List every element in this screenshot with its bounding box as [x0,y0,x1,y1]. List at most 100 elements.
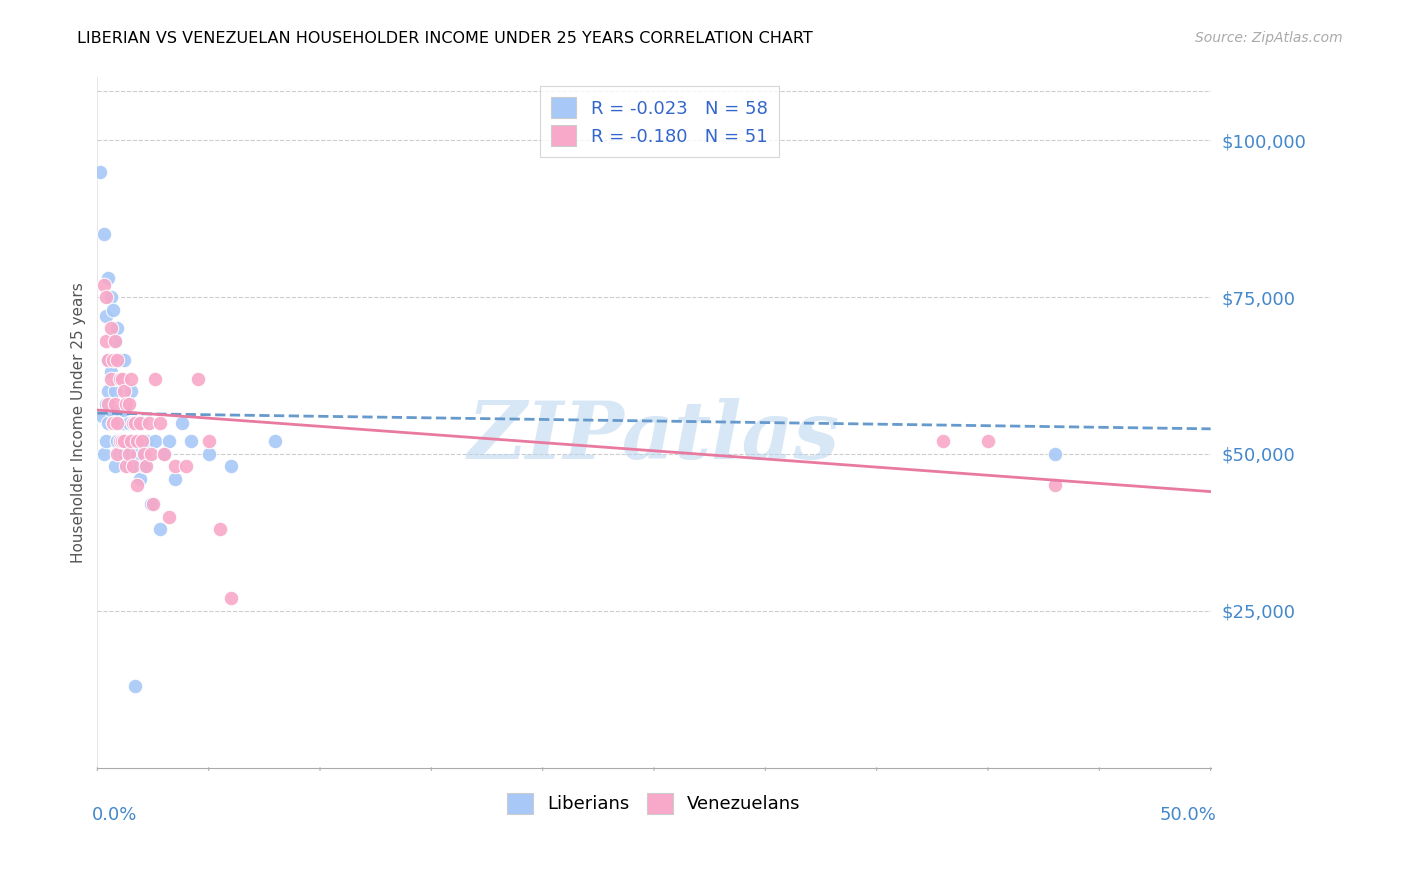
Point [97,352,120,367]
Text: LIBERIAN VS VENEZUELAN HOUSEHOLDER INCOME UNDER 25 YEARS CORRELATION CHART: LIBERIAN VS VENEZUELAN HOUSEHOLDER INCOM… [77,31,813,46]
Point [96,397,118,411]
Point [977,434,1000,449]
Point [139,447,162,461]
Point [187,371,209,385]
Point [108,434,131,449]
Text: ZIPatlas: ZIPatlas [468,398,839,475]
Point [120,434,142,449]
Point [101,352,124,367]
Point [170,416,193,430]
Point [108,403,131,417]
Point [135,459,157,474]
Point [100,321,122,335]
Point [120,371,142,385]
Point [165,472,187,486]
Point [132,447,155,461]
Point [142,497,165,511]
Point [97,397,120,411]
Point [115,459,138,474]
Point [96,290,118,304]
Point [105,321,128,335]
Point [97,416,120,430]
Point [264,434,287,449]
Point [96,434,118,449]
Point [197,447,219,461]
Point [219,591,242,606]
Point [104,334,127,348]
Point [143,434,166,449]
Point [101,416,124,430]
Point [101,416,124,430]
Point [157,434,180,449]
Point [117,447,139,461]
Point [131,416,153,430]
Point [176,459,198,474]
Point [132,459,155,474]
Point [108,352,131,367]
Point [131,434,153,449]
Point [124,679,146,693]
Point [115,397,138,411]
Point [100,290,122,304]
Point [120,384,142,399]
Text: 0.0%: 0.0% [91,805,138,823]
Point [1043,447,1066,461]
Point [111,416,134,430]
Point [180,434,202,449]
Point [117,416,139,430]
Point [93,227,115,242]
Point [97,384,120,399]
Point [127,447,149,461]
Point [128,416,150,430]
Point [219,459,242,474]
Point [97,352,120,367]
Point [112,447,135,461]
Point [111,371,134,385]
Point [135,434,157,449]
Point [90,409,112,424]
Point [101,352,124,367]
Point [197,434,219,449]
Point [149,522,172,536]
Point [93,447,115,461]
Point [112,434,135,449]
Point [105,434,128,449]
Point [104,334,127,348]
Point [105,416,128,430]
Point [157,509,180,524]
Point [104,384,127,399]
Point [100,365,122,379]
Point [153,447,176,461]
Point [105,352,128,367]
Point [105,447,128,461]
Text: Source: ZipAtlas.com: Source: ZipAtlas.com [1195,31,1343,45]
Point [96,334,118,348]
Point [111,434,134,449]
Point [149,416,172,430]
Point [112,403,135,417]
Point [122,416,145,430]
Legend: Liberians, Venezuelans: Liberians, Venezuelans [501,786,808,821]
Point [112,384,135,399]
Point [89,164,111,178]
Point [127,434,149,449]
Point [115,397,138,411]
Point [138,416,160,430]
Point [96,309,118,323]
Point [1043,478,1066,492]
Point [127,478,149,492]
Point [111,371,134,385]
Point [100,371,122,385]
Point [139,497,162,511]
Point [104,459,127,474]
Point [117,397,139,411]
Point [112,352,135,367]
Point [108,371,131,385]
Point [122,459,145,474]
Point [101,302,124,317]
Point [100,403,122,417]
Point [97,271,120,285]
Point [117,459,139,474]
Point [153,447,176,461]
Point [105,371,128,385]
